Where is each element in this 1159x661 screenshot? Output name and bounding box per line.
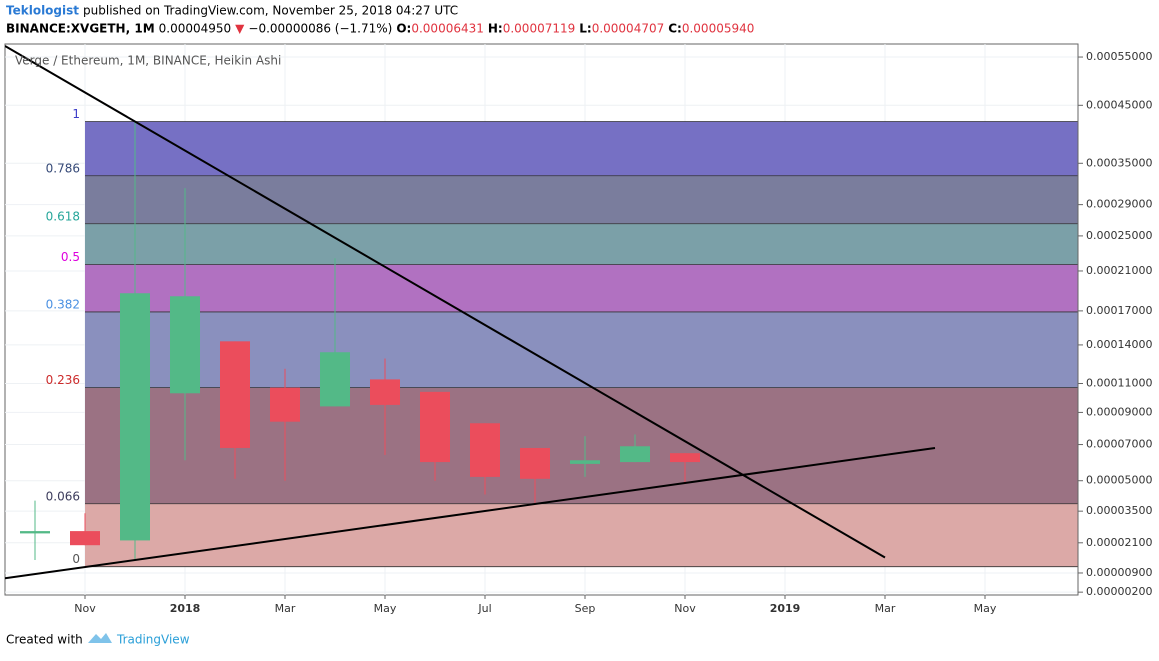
candle-body xyxy=(120,293,150,541)
candle-body xyxy=(370,379,400,405)
ohlc-label: L: xyxy=(579,22,591,36)
candle-body xyxy=(620,446,650,463)
y-tick-label: 0.00002100 xyxy=(1086,536,1152,549)
footer: Created with TradingView xyxy=(6,633,190,647)
x-tick-label: 2018 xyxy=(170,602,201,615)
fib-band xyxy=(85,223,1078,265)
y-tick-label: 0.00017000 xyxy=(1086,304,1152,317)
axes: 0.00000200 0.00000900 0.00002100 0.00003500… xyxy=(46,44,1152,615)
published: published on TradingView.com, November 2… xyxy=(83,4,458,18)
ohlc-label: C: xyxy=(668,22,682,36)
fib-label: 0.5 xyxy=(61,250,80,264)
y-tick-label: 0.00014000 xyxy=(1086,338,1152,351)
ohlc-value: 0.00006431 xyxy=(411,22,484,36)
y-tick-label: 0.00029000 xyxy=(1086,198,1152,211)
trendline xyxy=(5,45,886,559)
ohlc-value: 0.00007119 xyxy=(503,22,576,36)
plot xyxy=(5,45,1078,580)
fib-label: 0.786 xyxy=(46,161,80,175)
y-tick-label: 0.00000200 xyxy=(1086,585,1152,598)
candle-body xyxy=(20,531,50,534)
y-tick-label: 0.00025000 xyxy=(1086,229,1152,242)
y-tick-label: 0.00035000 xyxy=(1086,156,1152,169)
candle-body xyxy=(220,341,250,448)
x-tick-label: May xyxy=(374,602,397,615)
x-tick-label: Nov xyxy=(674,602,696,615)
y-tick-label: 0.00011000 xyxy=(1086,376,1152,389)
x-tick-label: Sep xyxy=(575,602,596,615)
fib-band xyxy=(85,121,1078,176)
fib-label: 0.066 xyxy=(46,489,80,503)
candle-body xyxy=(520,447,550,479)
ohlc-label: O: xyxy=(396,22,411,36)
fib-label: 0.618 xyxy=(46,209,80,223)
created-with: Created with xyxy=(6,633,83,647)
fib-band xyxy=(85,264,1078,312)
fib-label: 0 xyxy=(72,552,80,566)
y-tick-label: 0.00009000 xyxy=(1086,405,1152,418)
candle-body xyxy=(420,391,450,463)
x-tick-label: May xyxy=(974,602,997,615)
candle-body xyxy=(170,296,200,394)
y-tick-label: 0.00045000 xyxy=(1086,98,1152,111)
ohlc-value: 0.00005940 xyxy=(682,22,755,36)
y-tick-label: 0.00005000 xyxy=(1086,474,1152,487)
logo xyxy=(88,633,112,643)
y-tick-label: 0.00055000 xyxy=(1086,50,1152,63)
symbol: BINANCE:XVGETH, 1M xyxy=(6,22,155,36)
y-tick-label: 0.00003500 xyxy=(1086,504,1152,517)
x-tick-label: 2019 xyxy=(770,602,801,615)
candle-body xyxy=(470,423,500,477)
fib-band xyxy=(85,175,1078,224)
candle-body xyxy=(570,460,600,464)
candle-body xyxy=(70,531,100,546)
trendline xyxy=(5,446,936,580)
fib-label: 0.382 xyxy=(46,297,80,311)
chart-title: Verge / Ethereum, 1M, BINANCE, Heikin As… xyxy=(15,54,281,68)
change: −0.00000086 (−1.71%) xyxy=(248,22,392,36)
change-arrow: ▼ xyxy=(235,22,245,36)
ohlc-value: 0.00004707 xyxy=(592,22,665,36)
y-tick-label: 0.00021000 xyxy=(1086,264,1152,277)
y-tick-label: 0.00000900 xyxy=(1086,566,1152,579)
fib-band xyxy=(85,311,1078,388)
candle-body xyxy=(270,387,300,422)
candle-body xyxy=(320,352,350,407)
fib-label: 1 xyxy=(72,107,80,121)
fib-band xyxy=(85,387,1078,504)
x-tick-label: Mar xyxy=(875,602,896,615)
fib-label: 0.236 xyxy=(46,373,80,387)
x-tick-label: Jul xyxy=(477,602,491,615)
symbol-info: BINANCE:XVGETH, 1M 0.00004950 ▼ −0.00000086… xyxy=(6,22,754,36)
x-tick-label: Nov xyxy=(74,602,96,615)
ohlc-label: H: xyxy=(488,22,503,36)
author[interactable]: Teklologist xyxy=(6,4,79,18)
last-price: 0.00004950 xyxy=(159,22,232,36)
candle-body xyxy=(670,453,700,463)
brand[interactable]: TradingView xyxy=(116,633,190,647)
x-tick-label: Mar xyxy=(275,602,296,615)
fib-band xyxy=(85,503,1078,567)
y-tick-label: 0.00007000 xyxy=(1086,438,1152,451)
